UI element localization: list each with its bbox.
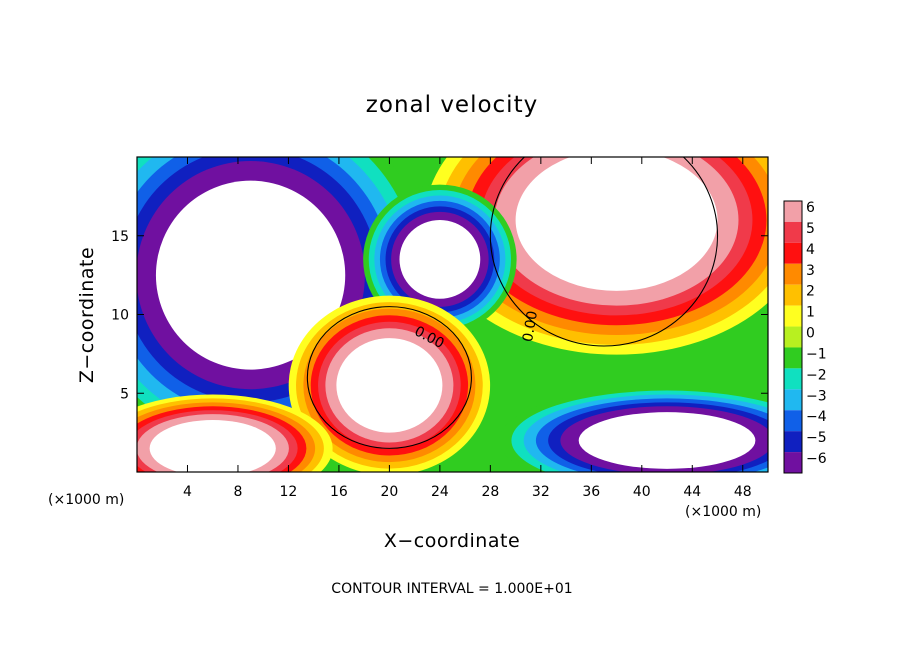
zero-contour xyxy=(306,306,472,449)
x-tick-label: 32 xyxy=(532,484,550,500)
colorbar-swatch xyxy=(784,368,802,390)
colorbar-label: 5 xyxy=(806,221,815,237)
colorbar-swatch xyxy=(784,326,802,348)
x-tick-label: 40 xyxy=(633,484,651,500)
y-axis-ticks: 5 10 15 xyxy=(111,229,768,402)
x-tick-label: 36 xyxy=(582,484,600,500)
chart-title: zonal velocity xyxy=(366,92,538,118)
zero-contour xyxy=(489,157,719,347)
field-core xyxy=(149,420,276,472)
field-region-0 xyxy=(424,157,768,355)
x-axis-label: X−coordinate xyxy=(384,530,520,552)
field-region-5 xyxy=(137,394,333,472)
y-tick-label: 10 xyxy=(111,308,129,324)
colorbar-swatch xyxy=(784,305,802,327)
field-core xyxy=(155,180,346,370)
field-core xyxy=(515,157,718,291)
y-tick-label: 5 xyxy=(120,386,129,402)
x-tick-label: 24 xyxy=(431,484,449,500)
colorbar: 6 5 4 3 2 1 0 −1 −2 −3 −4 −5 −6 xyxy=(783,200,827,474)
field-core xyxy=(578,412,756,469)
field-region-4 xyxy=(499,386,768,472)
colorbar-label: −2 xyxy=(806,367,827,383)
field-core xyxy=(399,220,481,299)
colorbar-label: 0 xyxy=(806,326,815,342)
colorbar-swatch xyxy=(784,221,802,243)
x-tick-label: 8 xyxy=(233,484,242,500)
contour-label: 0.00 xyxy=(520,310,541,343)
x-unit-label-right: (×1000 m) xyxy=(685,504,761,520)
colorbar-swatch xyxy=(784,389,802,411)
x-tick-label: 44 xyxy=(683,484,701,500)
x-tick-label: 4 xyxy=(183,484,192,500)
x-tick-label: 16 xyxy=(330,484,348,500)
colorbar-label: 6 xyxy=(806,200,815,216)
colorbar-label: −3 xyxy=(806,388,827,404)
x-axis-ticks: 4 8 12 16 20 24 28 32 36 40 44 48 xyxy=(183,157,752,500)
colorbar-label: 2 xyxy=(806,284,815,300)
y-axis-label: Z−coordinate xyxy=(76,247,98,383)
colorbar-swatch xyxy=(784,263,802,285)
velocity-field xyxy=(137,157,768,472)
colorbar-label: −5 xyxy=(806,430,827,446)
field-core xyxy=(336,338,443,433)
contour-interval-note: CONTOUR INTERVAL = 1.000E+01 xyxy=(331,581,572,597)
colorbar-swatch xyxy=(784,347,802,369)
colorbar-label: −4 xyxy=(806,409,827,425)
y-tick-label: 15 xyxy=(111,229,129,245)
x-tick-label: 12 xyxy=(280,484,298,500)
colorbar-swatch xyxy=(784,452,802,473)
colorbar-label: 1 xyxy=(806,305,815,321)
x-unit-label-left: (×1000 m) xyxy=(48,492,124,508)
colorbar-swatch xyxy=(784,201,802,222)
colorbar-label: −6 xyxy=(806,451,827,467)
x-tick-label: 48 xyxy=(734,484,752,500)
colorbar-label: 3 xyxy=(806,263,815,279)
colorbar-frame xyxy=(783,200,803,474)
colorbar-swatch xyxy=(784,284,802,306)
colorbar-swatch xyxy=(784,431,802,453)
x-tick-label: 28 xyxy=(481,484,499,500)
x-tick-label: 20 xyxy=(380,484,398,500)
field-region-3 xyxy=(288,295,491,472)
colorbar-label: 4 xyxy=(806,242,815,258)
field-region-2 xyxy=(363,184,517,335)
colorbar-swatch xyxy=(784,242,802,264)
colorbar-label: −1 xyxy=(806,346,827,362)
colorbar-swatch xyxy=(784,410,802,432)
